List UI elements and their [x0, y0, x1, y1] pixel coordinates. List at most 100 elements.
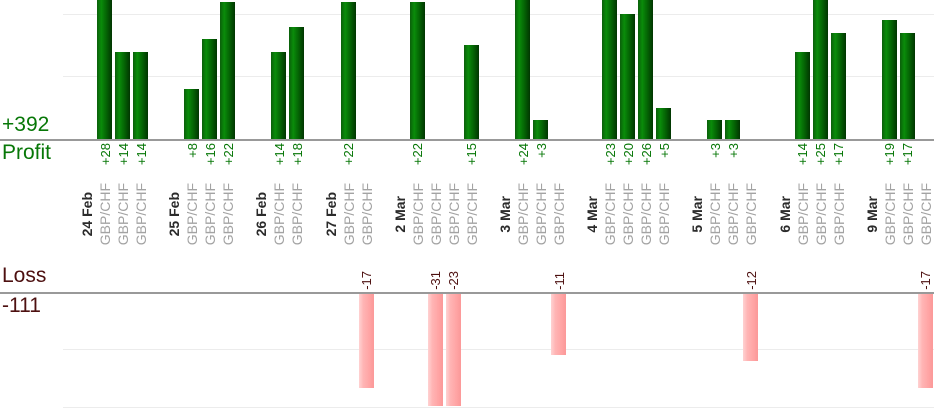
profit-gridline-10 — [63, 76, 934, 77]
profit-bar — [794, 51, 810, 139]
trade-value-label: +17 — [831, 143, 847, 166]
trade-value-label: +24 — [515, 143, 531, 166]
trade-value-label-column: +17 — [898, 143, 918, 218]
trade-value-label-column: +3 — [531, 143, 551, 218]
trade-value-label: +18 — [289, 143, 305, 166]
profit-axis-title: Profit — [2, 141, 52, 164]
loss-bar — [551, 294, 566, 356]
trade-value-label: +17 — [900, 143, 916, 166]
trade-value-label-column: +14 — [269, 143, 289, 218]
trade-value-label-column: +5 — [654, 143, 674, 218]
trade-value-label-column: +22 — [408, 143, 428, 218]
trade-value-label: +14 — [795, 143, 811, 166]
profit-bar — [899, 32, 915, 139]
profit-bar — [97, 0, 112, 139]
trade-value-label: +19 — [882, 143, 898, 166]
loss-bar — [427, 294, 443, 406]
trade-value-label-column: +3 — [705, 143, 725, 218]
trade-value-label: +15 — [464, 143, 480, 166]
trade-value-label-column: +20 — [618, 143, 638, 218]
date-label: 5 Mar — [689, 195, 706, 233]
trade-value-label-column: +22 — [339, 143, 359, 218]
trade-value-label-column: +8 — [182, 143, 202, 218]
profit-bar — [202, 39, 218, 139]
trade-value-label-column: +22 — [218, 143, 238, 218]
trade-value-label: +5 — [656, 143, 672, 158]
profit-bar — [184, 89, 200, 139]
date-label-column: 2 Mar — [390, 182, 410, 246]
loss-value-label: -31 — [428, 271, 444, 290]
profit-bar — [707, 120, 723, 139]
loss-axis-title: Loss — [2, 264, 47, 287]
date-label-column: 24 Feb — [77, 182, 97, 246]
trade-value-label: +20 — [620, 143, 636, 166]
date-label-column: 4 Mar — [582, 182, 602, 246]
profit-bar — [602, 0, 618, 139]
profit-bar — [515, 0, 530, 139]
date-label: 27 Feb — [322, 191, 339, 237]
loss-value-label-column: -11 — [549, 215, 569, 290]
profit-bar — [725, 120, 741, 139]
date-label-column: 3 Mar — [495, 182, 515, 246]
trade-value-label: +3 — [533, 143, 549, 158]
loss-value-label: -11 — [551, 272, 567, 290]
date-label: 4 Mar — [584, 195, 601, 233]
profit-bar — [812, 0, 828, 139]
trade-value-label: +14 — [271, 143, 287, 166]
trade-value-label-column: +16 — [200, 143, 220, 218]
date-label: 26 Feb — [253, 191, 270, 237]
loss-bar — [445, 294, 461, 406]
trade-value-label: +16 — [202, 143, 218, 166]
profit-bar — [289, 26, 305, 139]
profit-total-label: +392 — [2, 113, 50, 136]
profit-bar — [220, 1, 236, 139]
date-label: 9 Mar — [863, 195, 880, 233]
trade-value-label: +14 — [115, 143, 131, 166]
trade-value-label: +8 — [184, 143, 200, 158]
date-label: 24 Feb — [79, 191, 95, 237]
loss-bar — [358, 294, 374, 389]
trade-value-label-column: +23 — [600, 143, 620, 218]
profit-bar — [533, 120, 548, 139]
profit-bar — [271, 51, 287, 139]
loss-gridline-10 — [63, 349, 934, 350]
trade-value-label-column: +14 — [793, 143, 813, 218]
profit-bar — [620, 14, 636, 139]
trade-value-label-column: +19 — [880, 143, 900, 218]
profit-bar — [133, 51, 148, 139]
date-label-column: 26 Feb — [251, 182, 271, 246]
loss-value-label-column: -17 — [357, 215, 377, 290]
date-label: 3 Mar — [497, 195, 513, 233]
trade-value-label-column: +14 — [113, 143, 133, 218]
date-label: 25 Feb — [166, 191, 183, 237]
date-label-column: 25 Feb — [164, 182, 184, 246]
loss-value-label-column: -12 — [741, 215, 761, 290]
profit-bar — [638, 0, 654, 139]
date-label-column: 9 Mar — [862, 182, 882, 246]
trade-value-label-column: +14 — [131, 143, 151, 218]
profit-bar — [340, 1, 356, 139]
trade-value-label-column: +15 — [462, 143, 482, 218]
trade-value-label: +22 — [220, 143, 236, 166]
trade-value-label: +3 — [725, 143, 741, 158]
trade-value-label: +3 — [707, 143, 723, 158]
date-label-column: 6 Mar — [775, 182, 795, 246]
loss-value-label: -23 — [446, 271, 462, 290]
profit-gridline-20 — [63, 14, 934, 15]
profit-bar — [656, 107, 672, 139]
trade-value-label: +26 — [638, 143, 654, 166]
profit-bar — [881, 20, 897, 139]
profit-axis-line — [0, 139, 934, 141]
loss-value-label: -17 — [359, 271, 375, 290]
loss-bar — [743, 294, 759, 361]
trade-value-label: +23 — [602, 143, 618, 166]
trade-value-label: +14 — [133, 143, 149, 166]
loss-value-label: -17 — [918, 271, 934, 290]
trade-value-label-column: +25 — [811, 143, 831, 218]
trade-value-label-column: +3 — [723, 143, 743, 218]
profit-bar — [409, 1, 425, 139]
profit-bar — [463, 45, 479, 139]
loss-value-label-column: -23 — [444, 215, 464, 290]
trade-value-label: +22 — [341, 143, 357, 166]
